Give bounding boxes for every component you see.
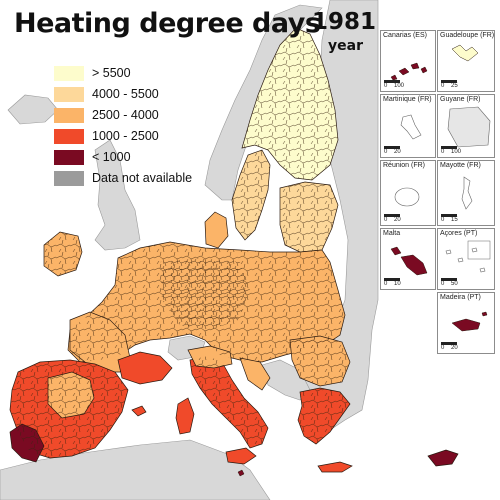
inset-guyane: Guyane (FR) 0 100 — [437, 94, 495, 158]
scale-bar: 0 20 — [384, 214, 420, 223]
scale-bar: 0 10 — [384, 278, 420, 287]
region-cyprus — [427, 449, 459, 467]
inset-martinique: Martinique (FR) 0 20 — [380, 94, 436, 158]
inset-label: Guyane (FR) — [440, 96, 481, 103]
inset-label: Mayotte (FR) — [440, 162, 481, 169]
legend: > 5500 4000 - 5500 2500 - 4000 1000 - 2500 <… — [54, 64, 214, 190]
inset-canarias: Canarias (ES) 0 100 — [380, 30, 436, 92]
scale-bar: 0 20 — [384, 146, 420, 155]
legend-swatch — [54, 108, 84, 123]
inset-map-martinique — [400, 114, 422, 140]
region-croatia — [239, 357, 271, 391]
inset-map-guadeloupe — [451, 44, 479, 62]
region-balearics — [131, 405, 147, 417]
inset-guadeloupe: Guadeloupe (FR) 0 25 — [437, 30, 495, 92]
legend-label: 4000 - 5500 — [92, 87, 159, 101]
region-denmark — [204, 211, 229, 249]
region-malta-main — [237, 469, 245, 477]
year-value: 1981 — [312, 9, 377, 35]
inset-mayotte: Mayotte (FR) 0 15 — [437, 160, 495, 226]
legend-item: < 1000 — [54, 148, 214, 169]
map-title: Heating degree days — [14, 8, 321, 39]
year-label: year — [328, 38, 363, 54]
legend-swatch — [54, 171, 84, 186]
inset-acores: Açores (PT) 0 50 — [437, 228, 495, 290]
inset-map-madeira — [451, 311, 488, 332]
legend-item: > 5500 — [54, 64, 214, 85]
legend-item: 1000 - 2500 — [54, 127, 214, 148]
inset-label: Açores (PT) — [440, 230, 478, 237]
inset-label: Canarias (ES) — [383, 32, 427, 39]
region-france-south — [117, 351, 173, 385]
scale-bar: 0 100 — [384, 80, 420, 89]
legend-item: 4000 - 5500 — [54, 85, 214, 106]
region-crete — [317, 461, 353, 473]
legend-label: > 5500 — [92, 66, 131, 80]
legend-label: < 1000 — [92, 150, 131, 164]
scale-bar: 0 25 — [441, 80, 477, 89]
legend-swatch — [54, 66, 84, 81]
regional-borders — [10, 28, 350, 458]
inset-malta: Malta 0 10 — [380, 228, 436, 290]
legend-item: 2500 - 4000 — [54, 106, 214, 127]
inset-label: Malta — [383, 230, 401, 237]
region-sicily — [225, 447, 257, 465]
inset-map-malta — [390, 246, 428, 276]
scale-bar: 0 15 — [441, 214, 477, 223]
scale-bar: 0 50 — [441, 278, 477, 287]
inset-reunion: Réunion (FR) 0 20 — [380, 160, 436, 226]
legend-swatch — [54, 87, 84, 102]
inset-label: Martinique (FR) — [383, 96, 432, 103]
non-eu-land-iceland — [7, 94, 59, 125]
inset-label: Guadeloupe (FR) — [440, 32, 495, 39]
non-eu-land-uk — [94, 139, 141, 251]
legend-label: 2500 - 4000 — [92, 108, 159, 122]
inset-map-mayotte — [461, 176, 473, 210]
legend-swatch — [54, 129, 84, 144]
inset-map-acores — [445, 240, 491, 273]
legend-item: Data not available — [54, 169, 214, 190]
inset-label: Madeira (PT) — [440, 294, 481, 301]
scale-bar: 0 20 — [441, 342, 477, 351]
inset-label: Réunion (FR) — [383, 162, 426, 169]
inset-map-guyane — [447, 106, 491, 148]
region-sardinia — [175, 397, 195, 435]
inset-map-reunion — [394, 187, 420, 207]
legend-label: 1000 - 2500 — [92, 129, 159, 143]
legend-swatch — [54, 150, 84, 165]
legend-label: Data not available — [92, 171, 193, 185]
inset-map-canarias — [390, 62, 428, 81]
inset-madeira: Madeira (PT) 0 20 — [437, 292, 495, 354]
scale-bar: 0 100 — [441, 146, 477, 155]
